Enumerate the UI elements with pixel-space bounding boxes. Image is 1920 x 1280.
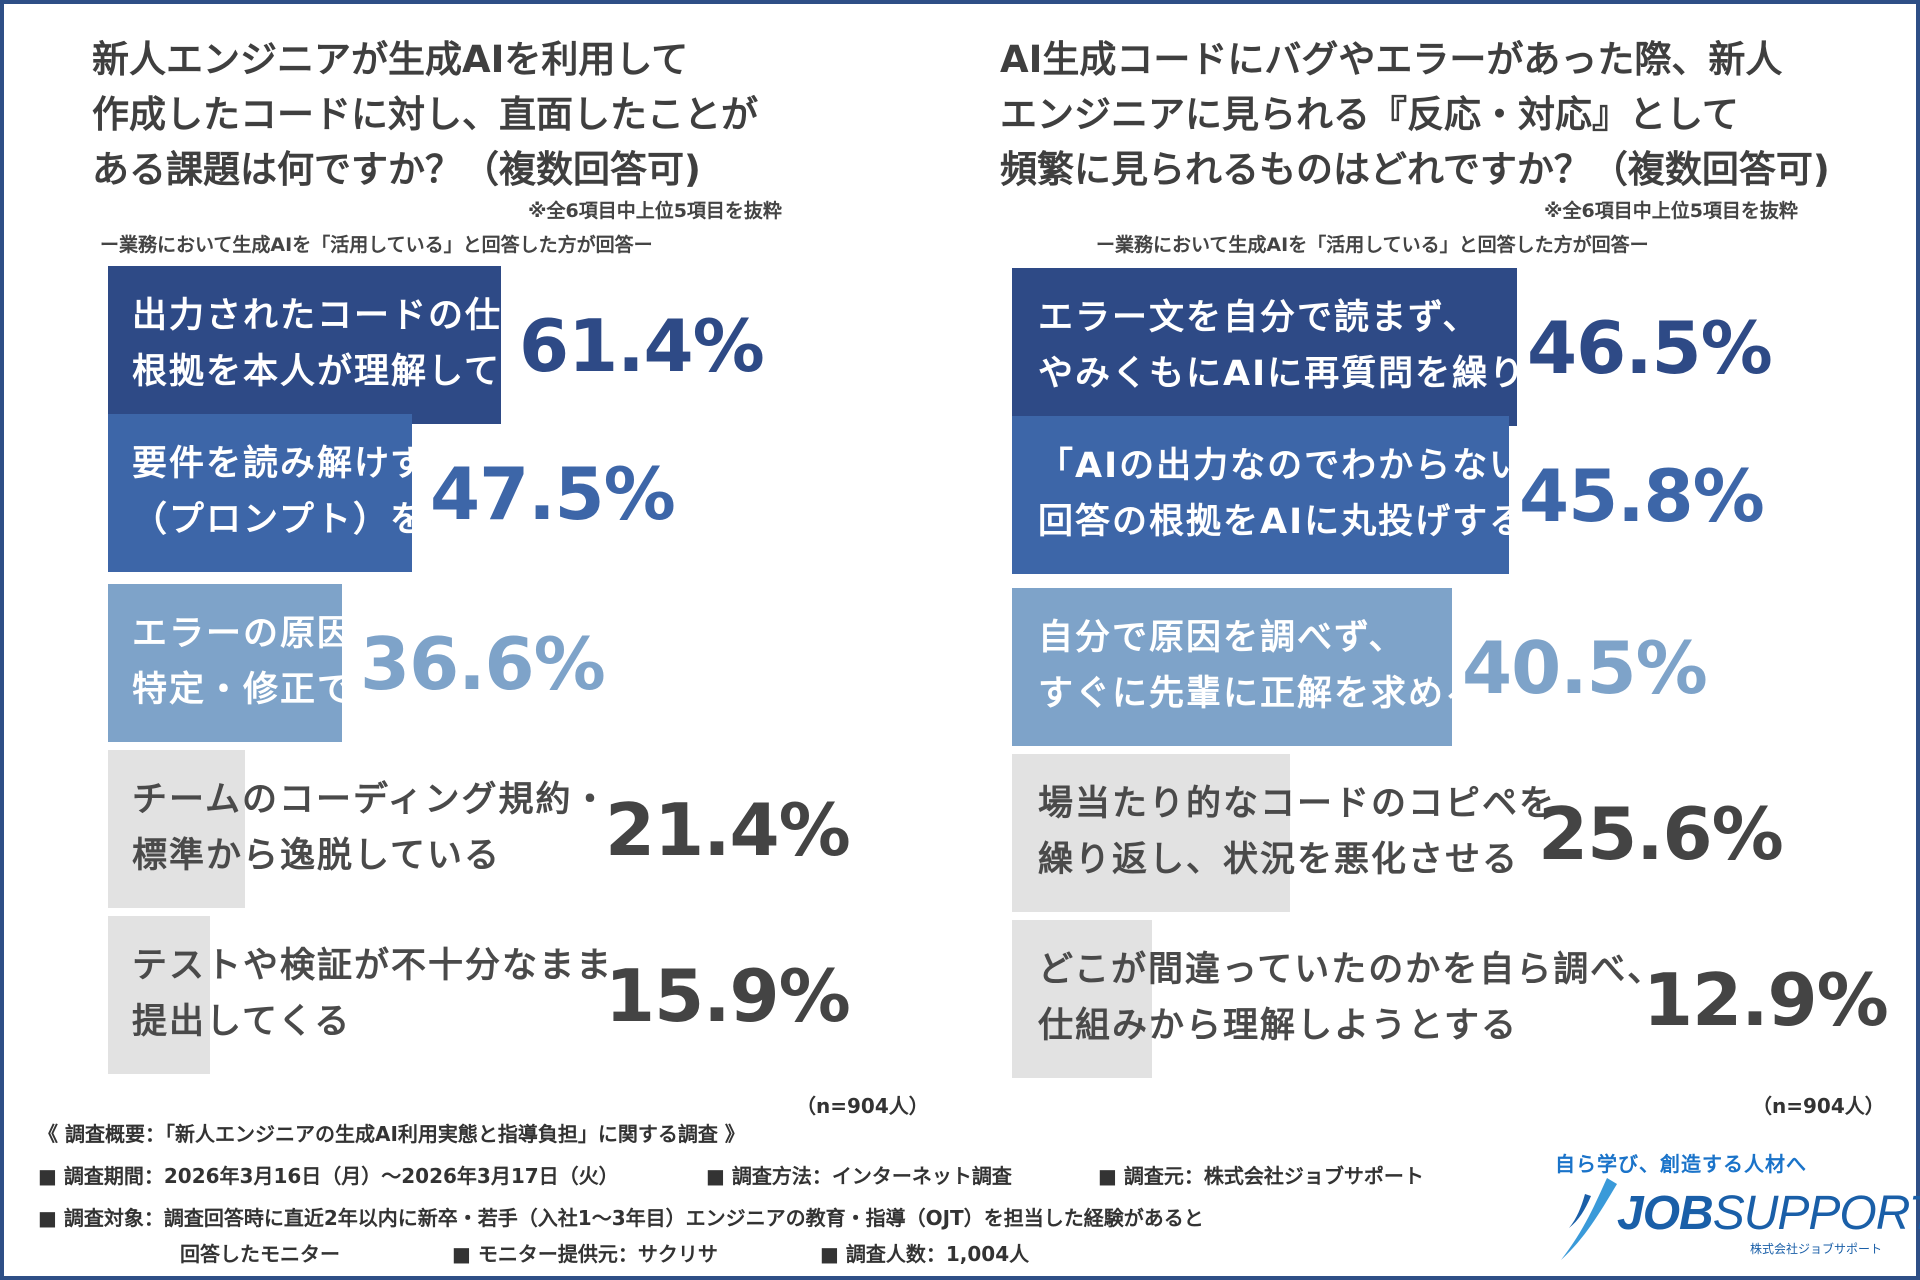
right-bar-label-line: やみくもにAIに再質問を繰り返す [1038,354,1601,394]
right-bar-label-5: どこが間違っていたのかを自ら調べ、 仕組みから理解しようとする [1038,942,1664,1054]
right-question-title: AI生成コードにバグやエラーがあった際、新人 エンジニアに見られる『反応・対応』… [1000,32,1830,197]
right-bar-label-line: 自分で原因を調べず、 [1038,618,1406,658]
logo-company-name: 株式会社ジョブサポート [1750,1242,1883,1256]
right-bar-label-4: 場当たり的なコードのコピペを 繰り返し、状況を悪化させる [1038,776,1556,888]
right-bar-label-line: 繰り返し、状況を悪化させる [1038,840,1520,880]
right-bar-value-5: 12.9% [1643,958,1889,1042]
left-subtitle: ー業務において生成AIを「活用している」と回答した方が回答ー [100,234,653,256]
right-bar-1 [1012,268,1517,426]
left-bar-label-line: 特定・修正できない [132,670,466,710]
left-bar-label-line: 出力されたコードの仕組みや [132,296,614,336]
right-bar-label-line: 場当たり的なコードのコピペを [1038,784,1557,824]
left-bar-value-3: 36.6% [360,622,606,706]
swoosh-icon [1561,1178,1617,1260]
left-title-line: 作成したコードに対し、直面したことが [92,93,758,136]
left-bar-5 [108,916,210,1074]
right-bar-label-line: エラー文を自分で読まず、 [1038,298,1480,338]
right-bar-value-1: 46.5% [1527,306,1773,390]
right-title-line: 頻繁に見られるものはどれですか？（複数回答可) [1000,148,1830,191]
left-bar-label-line: チームのコーディング規約・ [132,780,610,820]
survey-period: ■ 調査期間：2026年3月16日（月）～2026年3月17日（火） [38,1164,619,1188]
left-bar-label-3: エラーの原因を自力で 特定・修正できない [132,606,502,718]
logo-tagline: 自ら学び、創造する人材へ [1555,1152,1807,1176]
right-bar-label-line: 回答の根拠をAIに丸投げする [1038,502,1527,542]
left-bar-4 [108,750,245,908]
survey-target-continued: 回答したモニター [180,1242,340,1266]
left-bar-label-line: エラーの原因を自力で [132,614,503,654]
right-sample-size: （n=904人） [1752,1094,1885,1118]
survey-heading: 《 調査概要：「新人エンジニアの生成AI利用実態と指導負担」に関する調査 》 [38,1122,745,1146]
survey-count: ■ 調査人数：1,004人 [820,1242,1030,1266]
left-bar-value-2: 47.5% [430,452,676,536]
left-bar-label-line: 要件を読み解けず、曖昧な指示 [132,444,648,484]
left-bar-value-4: 21.4% [605,788,851,872]
left-bar-label-line: （プロンプト）を出している [132,500,611,540]
right-bar-value-3: 40.5% [1462,626,1708,710]
right-title-line: AI生成コードにバグやエラーがあった際、新人 [1000,38,1783,81]
jobsupport-logo: 自ら学び、創造する人材へ JOBSUPPORT 株式会社ジョブサポート [1555,1148,1920,1268]
right-bar-label-line: 仕組みから理解しようとする [1038,1006,1518,1046]
left-note: ※全6項目中上位5項目を抜粋 [528,200,782,222]
left-bar-label-4: チームのコーディング規約・ 標準から逸脱している [132,772,610,884]
right-subtitle: ー業務において生成AIを「活用している」と回答した方が回答ー [1096,234,1649,256]
left-bar-label-line: 標準から逸脱している [132,836,501,876]
right-bar-value-2: 45.8% [1519,454,1765,538]
right-bar-2 [1012,416,1509,574]
right-bar-label-1: エラー文を自分で読まず、やみくもにAIに再質問を繰り返す [1038,290,1600,402]
left-bar-label-line: 根拠を本人が理解していない [132,352,612,392]
left-bar-3 [108,584,342,742]
left-bar-label-1: 出力されたコードの仕組みや 根拠を本人が理解していない [132,288,613,400]
left-bar-chart: 出力されたコードの仕組みや 根拠を本人が理解していない 61.4% 要件を読み解けず、… [0,0,960,1100]
logo-wordmark: JOBSUPPORT [1617,1186,1920,1241]
left-question-panel: 新人エンジニアが生成AIを利用して 作成したコードに対し、直面したことが ある課… [0,0,960,1118]
right-bar-3 [1012,588,1452,746]
right-bar-label-line: すぐに先輩に正解を求める [1038,674,1483,714]
right-bar-label-line: どこが間違っていたのかを自ら調べ、 [1038,950,1665,990]
left-sample-size: （n=904人） [796,1094,929,1118]
left-bar-label-line: 提出してくる [132,1002,352,1042]
survey-method: ■ 調査方法：インターネット調査 [706,1164,1012,1188]
right-question-panel: AI生成コードにバグやエラーがあった際、新人 エンジニアに見られる『反応・対応』… [960,0,1920,1118]
logo-wordmark-light: SUPPORT [1712,1187,1920,1240]
left-title-line: 新人エンジニアが生成AIを利用して [92,38,689,81]
right-bar-chart: エラー文を自分で読まず、やみくもにAIに再質問を繰り返す 46.5% 「AIの出力な… [960,0,1920,1100]
right-bar-label-3: 自分で原因を調べず、すぐに先輩に正解を求める [1038,610,1482,722]
right-bar-value-4: 25.6% [1538,792,1784,876]
logo-wordmark-bold: JOB [1617,1187,1714,1240]
left-bar-2 [108,414,412,572]
left-bar-label-5: テストや検証が不十分なまま 提出してくる [132,938,613,1050]
left-bar-label-line: テストや検証が不十分なまま [132,946,614,986]
right-bar-4 [1012,754,1290,912]
survey-source: ■ 調査元：株式会社ジョブサポート [1098,1164,1424,1188]
right-title-line: エンジニアに見られる『反応・対応』として [1000,93,1739,136]
left-question-title: 新人エンジニアが生成AIを利用して 作成したコードに対し、直面したことが ある課… [92,32,758,197]
left-bar-value-1: 61.4% [519,304,765,388]
right-bar-label-2: 「AIの出力なのでわからない」と 回答の根拠をAIに丸投げする [1038,438,1600,550]
left-bar-1 [108,266,501,424]
left-bar-value-5: 15.9% [605,954,851,1038]
left-title-line: ある課題は何ですか？（複数回答可) [92,148,701,191]
survey-provider: ■ モニター提供元：サクリサ [452,1242,718,1266]
right-bar-5 [1012,920,1152,1078]
right-bar-label-line: 「AIの出力なのでわからない」と [1038,446,1601,486]
survey-target: ■ 調査対象：調査回答時に直近2年以内に新卒・若手（入社1～3年目）エンジニアの… [38,1206,1204,1230]
right-note: ※全6項目中上位5項目を抜粋 [1544,200,1798,222]
left-bar-label-2: 要件を読み解けず、曖昧な指示 （プロンプト）を出している [132,436,648,548]
